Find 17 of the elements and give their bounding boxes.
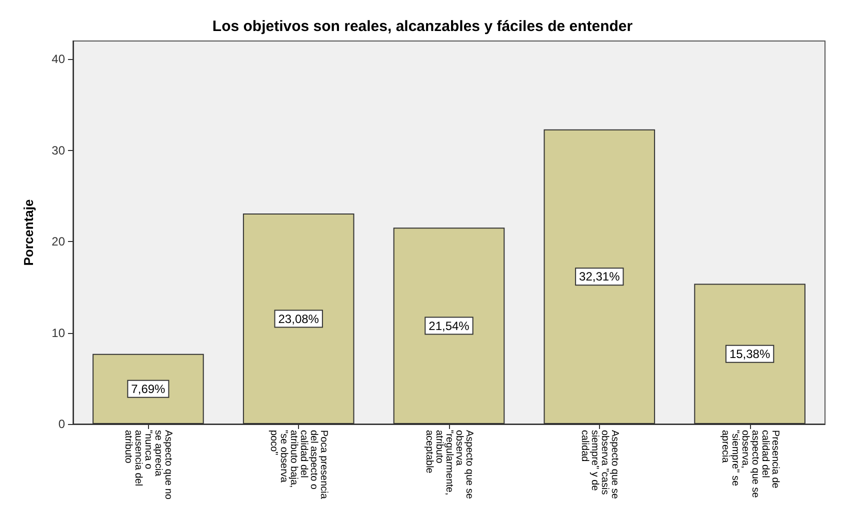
x-tick-label: Aspecto que se observa "casis siempre" y de calidad <box>578 430 620 500</box>
y-tick-label: 10 <box>52 326 66 340</box>
data-label: 21,54% <box>428 318 470 333</box>
x-tick-label: Aspecto que no se aprecia "nunca o ausencia del atributo <box>122 430 174 500</box>
data-label: 23,08% <box>278 312 320 326</box>
chart-title: Los objetivos son reales, alcanzables y fáciles de entender <box>212 18 633 35</box>
x-tick-label: Presencia de calidad del aspecto que se observa, "siempre" se aprecia <box>719 430 780 498</box>
data-label: 7,69% <box>131 382 166 396</box>
x-tick-label: Poca presencia del aspecto o calidad del atributo baja, "se observa poco" <box>268 430 330 500</box>
y-tick-label: 40 <box>52 52 66 66</box>
y-tick-label: 30 <box>52 143 66 158</box>
y-tick-label: 20 <box>52 234 66 249</box>
data-label: 32,31% <box>579 270 620 284</box>
x-tick-label: Aspecto que se observa "regularmente, atributo aceptable <box>424 430 474 500</box>
y-axis-title: Porcentaje <box>21 199 36 266</box>
data-label: 15,38% <box>729 346 770 361</box>
y-tick-label: 0 <box>58 417 66 431</box>
